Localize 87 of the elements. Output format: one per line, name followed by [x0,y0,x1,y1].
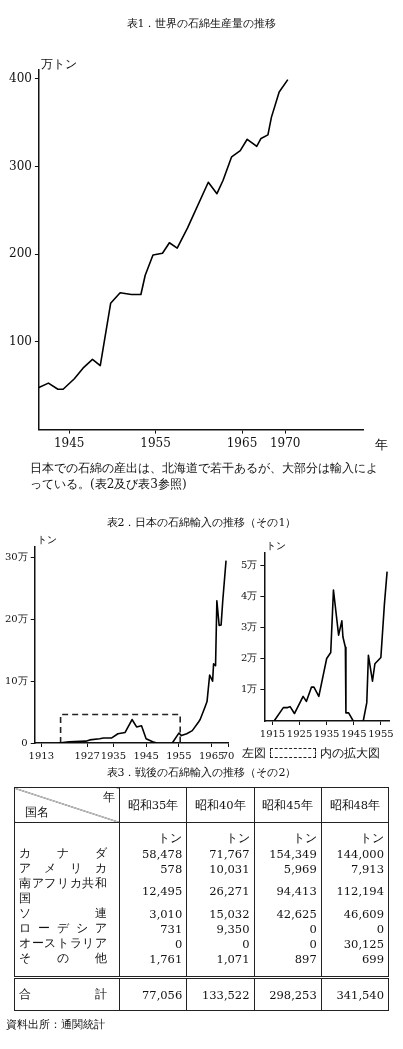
text: 内の拡大図 [320,745,380,761]
text: 昭和40年 [186,787,254,823]
y-tick-label: 400 [9,70,32,85]
data-label: 731 [119,921,187,936]
data-label: 94,413 [254,876,322,906]
x-tick-label: 1945 [53,435,85,450]
text: トン [225,831,250,845]
data-label: 9,350 [186,921,254,936]
data-label: 0 [254,936,322,951]
data-label: 26,271 [186,876,254,906]
data-label: 15,032 [186,906,254,921]
x-tick-label: 1945 [341,727,367,739]
category-label: 合計 [19,987,107,1002]
x-tick-label: 1955 [140,435,171,450]
category-label: その他 [19,951,107,966]
data-label: 58,478 [119,846,187,861]
data-label: 30,125 [321,936,389,951]
text: トン [119,822,187,846]
y-tick-label: 5万 [240,559,258,571]
x-tick-label: 1913 [28,749,54,761]
x-tick-label: 1935 [313,727,340,739]
text: 日本での石綿の産出は、北海道で若干あるが、大部分は輸入によっている。(表2及び表3参照) [30,460,379,492]
y-axis-title: 万トン [40,56,77,73]
data-label: 298,253 [254,977,322,1011]
data-label: 10,031 [186,861,254,876]
data-label: 578 [119,861,187,876]
y-tick-label: 0 [21,736,28,748]
category-label: オーストラリア [19,936,107,951]
text: 表3．戦後の石綿輸入の推移（その2） [105,765,298,780]
text: 国名 [25,805,49,820]
x-tick-label: 1965 [226,435,258,450]
data-label: 12,495 [119,876,187,906]
x-tick-label: 1927 [74,749,100,761]
text: 昭和45年 [254,787,322,823]
x-tick-label: 1955 [166,749,192,761]
y-tick-label: 300 [9,158,32,173]
data-label: 133,522 [186,977,254,1011]
x-tick-label: 1945 [133,749,159,761]
data-label: 5,969 [254,861,322,876]
y-tick-label: 1万 [240,683,258,695]
category-label: アメリカ [19,861,107,876]
data-label: 71,767 [186,846,254,861]
category-label: 南アフリカ共和国 [19,876,107,906]
data-label: 699 [321,951,389,978]
data-label: 112,194 [321,876,389,906]
text: トン [292,831,317,845]
text: 左図 [242,745,266,761]
y-axis-title: トン [36,533,57,547]
data-label: 1,071 [186,951,254,978]
text: トン [360,831,384,845]
data-label: 0 [321,921,389,936]
category-label: ソ連 [19,906,107,921]
text: 資料出所：通関統計 [6,1017,105,1033]
x-tick-label: 1955 [368,727,394,739]
chart-title: 表1．世界の石綿生産量の推移 [125,16,278,31]
y-tick-label: 3万 [240,621,258,633]
data-label: 144,000 [321,846,389,861]
y-axis-title: トン [266,539,287,553]
data-label: 7,913 [321,861,389,876]
y-tick-label: 30万 [4,551,28,563]
data-label: 42,625 [254,906,322,921]
data-label: 154,349 [254,846,322,861]
data-label: 0 [254,921,322,936]
x-tick-label: 1925 [286,727,313,739]
data-label: 897 [254,951,322,978]
data-label: 1,761 [119,951,187,978]
x-axis-title: 年 [375,436,388,454]
x-tick-label: 1935 [100,749,127,761]
category-label: カナダ [19,846,107,861]
data-label: 46,609 [321,906,389,921]
text: 昭和35年 [119,787,187,823]
y-tick-label: 10万 [4,674,28,686]
x-tick-label: 1970 [269,435,301,450]
data-label: 77,056 [119,977,187,1011]
legend-title: 年 [103,790,115,805]
y-tick-label: 4万 [240,590,258,602]
y-tick-label: 100 [9,334,32,349]
chart-title: 表2．日本の石綿輸入の推移（その1） [105,515,298,530]
text: 昭和48年 [321,787,389,823]
data-label: 341,540 [321,977,389,1011]
category-label: ローデシア [19,921,107,936]
y-tick-label: 20万 [4,612,28,624]
data-label: 0 [119,936,187,951]
y-tick-label: 200 [9,246,32,261]
y-tick-label: 2万 [240,652,258,664]
data-label: 3,010 [119,906,187,921]
x-tick-label: 1915 [259,727,286,739]
